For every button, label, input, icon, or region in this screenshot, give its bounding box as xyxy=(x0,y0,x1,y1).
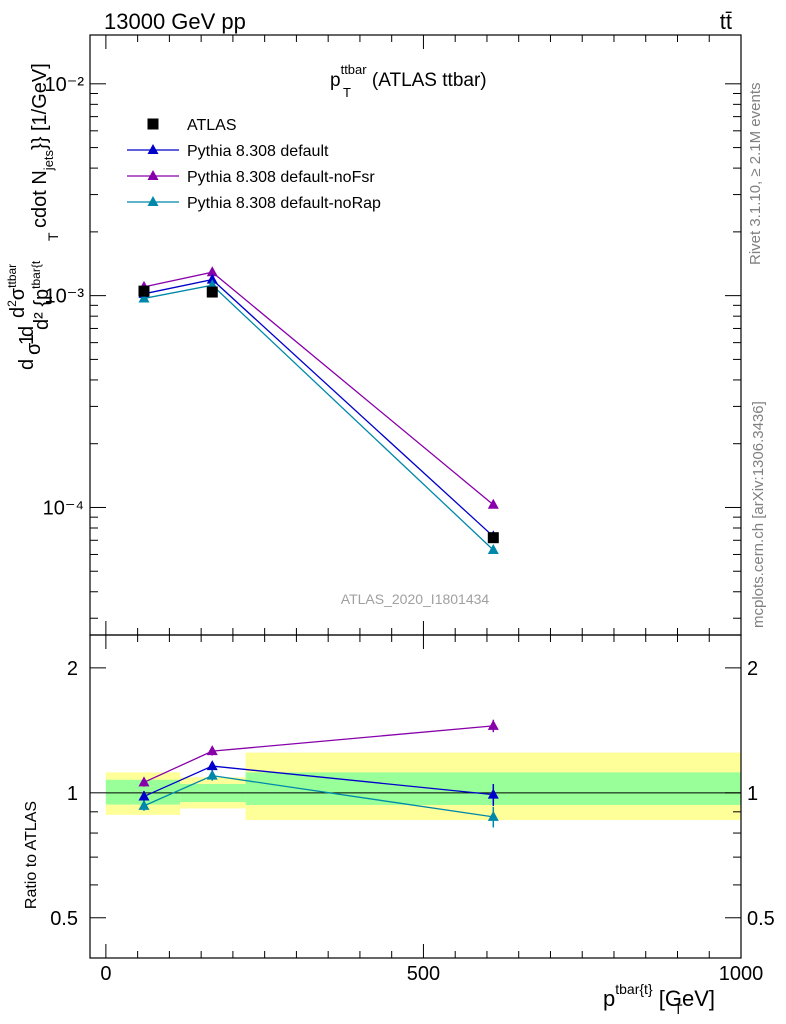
main-marker-3 xyxy=(487,543,499,554)
x-axis-label: ptbar{t} [GeV] xyxy=(603,981,715,1011)
main-y-axis-label: d 1 σ d d2σttbar d² {ptbar{t T cdot Njet… xyxy=(5,63,61,370)
main-y-tick-label: 10⁻⁴ xyxy=(43,497,84,519)
ylabel-sigma: σ xyxy=(23,342,45,355)
ratio-frame xyxy=(89,634,742,959)
header-energy-label: 13000 GeV pp xyxy=(104,9,246,34)
main-line-2 xyxy=(143,271,494,506)
ylabel-den: d² {ptbar{t xyxy=(29,260,53,330)
mcplots-label: mcplots.cern.ch [arXiv:1306.3436] xyxy=(750,401,767,628)
legend-label: Pythia 8.308 default xyxy=(187,143,329,160)
main-marker-3 xyxy=(138,292,150,303)
ratio-y-tick-label: 1 xyxy=(67,783,78,805)
ratio-marker-1 xyxy=(487,719,499,730)
ylabel-num: d2σttbar xyxy=(5,264,29,318)
ratio-marker-1 xyxy=(138,776,150,787)
ylabel-d2: d xyxy=(16,326,38,337)
plot-title: pttbar (ATLAS ttbar) xyxy=(330,62,487,91)
header-process-label: tt̄ xyxy=(720,9,732,34)
legend-label: Pythia 8.308 default-noRap xyxy=(187,195,381,212)
rivet-version-label: Rivet 3.1.10, ≥ 2.1M events xyxy=(747,83,764,266)
ylabel-d: d xyxy=(16,359,38,370)
x-tick-label: 1000 xyxy=(719,963,764,985)
ratio-marker-1 xyxy=(206,745,218,756)
x-axis-label-t: T xyxy=(674,1001,683,1017)
ratio-marker-0 xyxy=(138,790,150,801)
legend-marker xyxy=(147,144,159,154)
legend: ATLAS Pythia 8.308 default Pythia 8.308 de… xyxy=(127,117,381,212)
ratio-marker-0 xyxy=(487,788,499,799)
title-sub-t: T xyxy=(343,85,351,100)
data-point xyxy=(487,532,499,544)
data-point xyxy=(138,285,150,297)
ratio-marker-0 xyxy=(206,760,218,771)
ratio-y-tick-label-right: 0.5 xyxy=(747,908,775,930)
main-y-tick-label: 10⁻² xyxy=(45,74,85,96)
ylabel-tail: cdot Njets}} [1/GeV] xyxy=(29,63,56,228)
ratio-y-tick-label-right: 2 xyxy=(747,658,758,680)
legend-marker xyxy=(147,196,159,206)
main-marker-2 xyxy=(206,266,218,277)
ratio-marker-2 xyxy=(487,810,499,821)
x-tick-label: 500 xyxy=(407,963,440,985)
title-rest: (ATLAS ttbar) xyxy=(367,70,487,91)
ratio-y-tick-label: 2 xyxy=(67,658,78,680)
legend-label: Pythia 8.308 default-noFsr xyxy=(187,169,375,186)
ratio-panel: 0 500 1000 0.5 0.5 1 1 2 2 xyxy=(50,634,775,985)
main-panel: 10⁻⁴ 10⁻³ 10⁻² xyxy=(43,34,742,636)
main-line-1 xyxy=(143,278,494,537)
ratio-y-axis-label: Ratio to ATLAS xyxy=(23,801,40,909)
legend-label: ATLAS xyxy=(187,117,237,134)
main-line-3 xyxy=(143,284,494,551)
legend-marker-data xyxy=(147,118,159,130)
analysis-watermark: ATLAS_2020_I1801434 xyxy=(341,591,490,607)
main-y-tick-label: 10⁻³ xyxy=(45,286,85,308)
legend-marker xyxy=(147,170,159,180)
ratio-marker-2 xyxy=(138,799,150,810)
data-point xyxy=(206,286,218,298)
ratio-y-tick-label: 0.5 xyxy=(50,908,78,930)
x-tick-label: 0 xyxy=(100,963,111,985)
ylabel-t: T xyxy=(45,232,61,241)
main-marker-1 xyxy=(206,273,218,284)
title-p: p xyxy=(330,70,341,91)
title-sup: ttbar xyxy=(341,62,368,77)
ratio-y-tick-label-right: 1 xyxy=(747,783,758,805)
ratio-marker-2 xyxy=(206,769,218,780)
ylabel-one: 1 xyxy=(16,334,38,345)
main-marker-2 xyxy=(487,498,499,509)
